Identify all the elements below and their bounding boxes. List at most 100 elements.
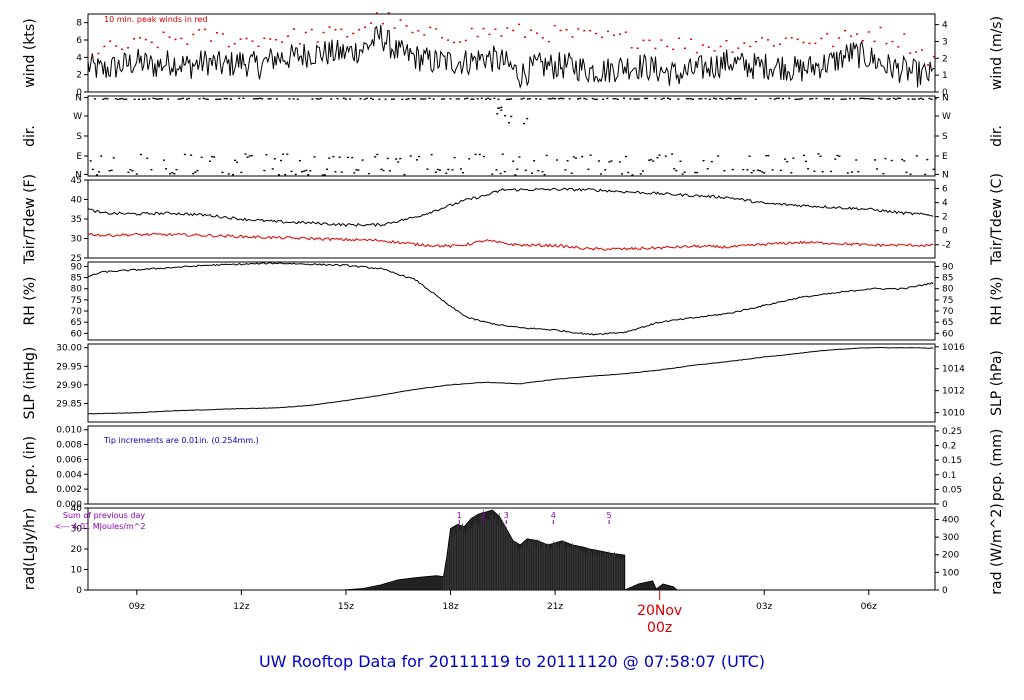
dir-rtick-label: N — [942, 94, 949, 104]
dir-point — [422, 98, 425, 100]
dir-point — [867, 97, 870, 100]
dir-point — [171, 171, 174, 174]
wind-peak-point — [132, 38, 135, 40]
dir-point — [273, 158, 276, 160]
slp-frame — [87, 343, 936, 423]
temp-ylabel-right: Tair/Tdew (C) — [989, 173, 1005, 266]
dir-point — [721, 98, 724, 100]
dir-point — [500, 106, 503, 108]
dir-point — [631, 174, 634, 176]
dir-point — [405, 98, 408, 100]
x-tick-label: 06z — [861, 602, 877, 612]
wind-peak-point — [227, 45, 230, 48]
dir-point — [819, 155, 822, 158]
dir-point — [507, 122, 510, 124]
dir-point — [924, 173, 927, 176]
wind-peak-point — [624, 31, 627, 33]
dir-point — [564, 169, 567, 171]
wind-peak-point — [156, 46, 159, 49]
wind-peak-point — [618, 33, 621, 35]
dir-point — [401, 98, 404, 101]
dir-point — [351, 156, 354, 159]
wind-peak-point — [180, 37, 183, 40]
wind-peak-point — [316, 41, 319, 43]
wind-peak-point — [186, 43, 189, 45]
dir-point — [196, 170, 199, 172]
rad-ylabel-left: rad(Lgly/hr) — [22, 508, 38, 590]
dir-point — [451, 169, 454, 171]
dir-point — [332, 155, 335, 158]
wind-peak-point — [204, 28, 207, 31]
wind-peak-point — [393, 27, 396, 29]
dir-point — [160, 97, 163, 100]
dir-point — [934, 98, 937, 100]
dir-point — [807, 168, 810, 170]
dir-point — [148, 98, 151, 100]
dir-point — [508, 98, 511, 100]
dir-point — [750, 172, 753, 174]
dir-point — [520, 98, 523, 100]
dir-point — [769, 97, 772, 100]
wind-peak-point — [701, 44, 704, 46]
x-tick-label: 18z — [442, 602, 458, 612]
dir-point — [438, 169, 441, 171]
dir-point — [574, 157, 577, 159]
wind-peak-point — [364, 26, 367, 29]
wind-peak-point — [684, 47, 687, 50]
dir-point — [211, 155, 214, 158]
dir-point — [244, 153, 247, 155]
wind-peak-point — [500, 35, 503, 37]
dir-point — [897, 97, 900, 100]
temp-ylabel-left: Tair/Tdew (F) — [22, 174, 38, 265]
dir-point — [679, 160, 682, 162]
dir-point — [225, 97, 228, 100]
dir-ylabel-right: dir. — [989, 125, 1005, 147]
dir-point — [763, 172, 766, 174]
dir-point — [472, 98, 475, 100]
dir-point — [838, 155, 841, 157]
temp-series-Tair — [88, 187, 934, 227]
dir-point — [744, 98, 747, 100]
dir-point — [485, 98, 488, 100]
dir-point — [886, 98, 889, 100]
dir-point — [704, 97, 707, 100]
date-marker-hour: 00z — [647, 620, 672, 636]
dir-point — [432, 98, 435, 100]
dir-point — [836, 154, 839, 157]
dir-point — [231, 173, 234, 176]
dir-point — [735, 97, 738, 100]
wind-peak-point — [612, 34, 615, 37]
dir-point — [715, 98, 718, 100]
dir-point — [121, 97, 124, 100]
dir-point — [815, 97, 818, 100]
dir-point — [719, 97, 722, 100]
wind-peak-point — [932, 55, 935, 58]
wind-peak-point — [447, 39, 450, 41]
dir-point — [430, 153, 433, 156]
temp-rtick-label: 2 — [942, 213, 948, 223]
dir-point — [459, 168, 462, 170]
dir-point — [773, 98, 776, 100]
wind-peak-point — [375, 12, 378, 14]
dir-point — [568, 98, 571, 100]
wind-peak-point — [867, 31, 870, 33]
dir-point — [217, 98, 220, 100]
dir-point — [543, 173, 546, 176]
wind-peak-point — [559, 29, 562, 32]
pcp-rtick-label: 0.1 — [942, 471, 956, 481]
wind-peak-point — [725, 39, 728, 42]
wind-peak-point — [802, 41, 805, 44]
dir-point — [102, 98, 105, 101]
dir-point — [330, 98, 333, 100]
wind-peak-point — [144, 38, 147, 41]
dir-point — [781, 97, 784, 100]
x-tick-label: 15z — [338, 602, 354, 612]
temp-ltick-label: 45 — [71, 176, 82, 186]
dir-point — [137, 98, 140, 100]
slp-ltick-label: 29.95 — [56, 362, 82, 372]
dir-point — [441, 98, 444, 100]
dir-point — [342, 97, 345, 100]
dir-point — [181, 97, 184, 100]
dir-point — [623, 97, 626, 100]
dir-point — [539, 98, 542, 100]
